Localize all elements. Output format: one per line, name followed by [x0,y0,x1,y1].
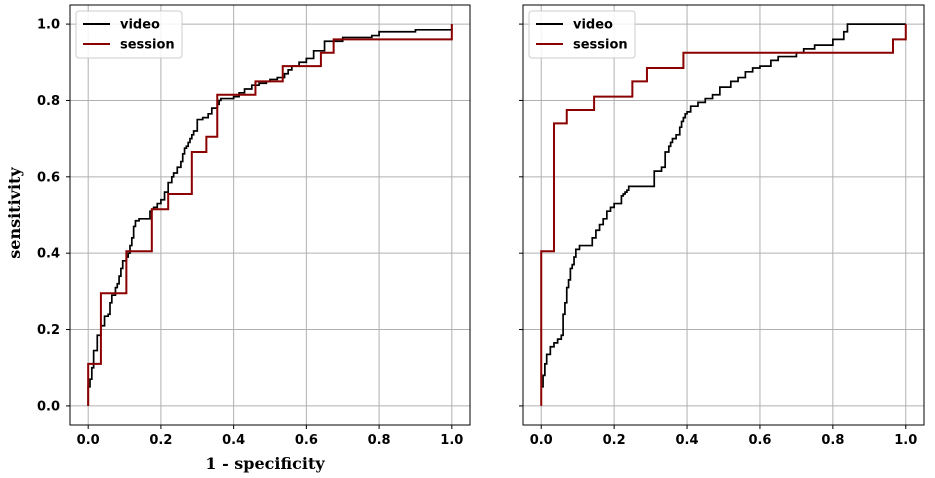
roc-panel-left: 0.0 0.2 0.4 0.6 0.8 1.0 0.0 0.2 0.4 0.6 0.8 1.0 1 - … [5,4,471,473]
y-tick-label: 0.8 [37,94,60,109]
x-tick-label: 0.2 [149,433,172,448]
series-line-video [87,24,453,406]
series-line-video [541,23,906,388]
legend-box [528,10,636,59]
y-axis-title: sensitivity [5,167,24,259]
x-tick-label: 0.4 [222,433,245,448]
axes-frame [522,4,925,426]
x-tick-label: 0.4 [676,433,699,448]
x-tick-label: 0.8 [821,433,844,448]
axes-frame [69,4,471,426]
legend-label-session: session [573,38,628,53]
x-tick-label: 1.0 [894,433,917,448]
x-tick-label: 1.0 [440,433,463,448]
x-tick-label: 0.6 [748,433,771,448]
y-tick-label: 0.4 [37,247,60,262]
legend-label-video: video [573,18,613,33]
x-tick-label: 0.0 [77,433,100,448]
series-line-session [87,24,453,406]
x-tick-label: 0.8 [368,433,391,448]
legend: video session [75,10,183,59]
series-line-session [540,24,907,406]
x-axis-title: 1 - specificity [205,454,325,473]
legend-label-session: session [120,38,175,53]
x-tick-label: 0.2 [603,433,626,448]
roc-panel-right: 0.0 0.2 0.4 0.6 0.8 1.0 video session [519,4,925,448]
legend: video session [528,10,636,59]
y-tick-label: 0.6 [37,170,60,185]
legend-box [75,10,183,59]
y-tick-label: 1.0 [37,18,60,33]
x-tick-label: 0.6 [295,433,318,448]
legend-label-video: video [120,18,160,33]
y-tick-label: 0.2 [37,323,60,338]
y-tick-label: 0.0 [37,399,60,414]
x-tick-label: 0.0 [530,433,553,448]
